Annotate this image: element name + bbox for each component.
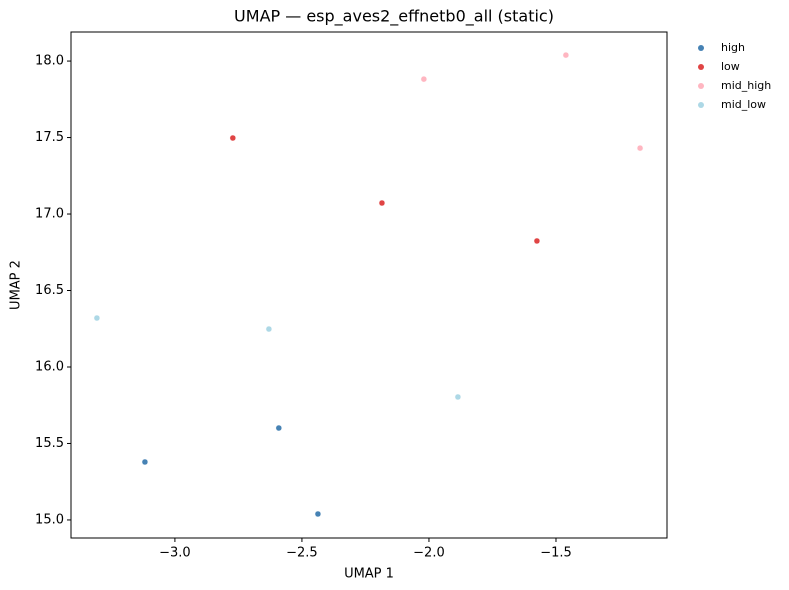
point: [378, 199, 386, 207]
legend-marker: [698, 64, 704, 70]
chart-title: UMAP — esp_aves2_effnetb0_all (static): [234, 7, 554, 27]
point: [275, 424, 283, 432]
y-tick-label: 15.5: [35, 436, 64, 451]
legend-label: mid_high: [721, 79, 771, 92]
x-tick-label: −2.5: [286, 546, 318, 561]
legend-label: low: [721, 60, 740, 73]
y-tick-label: 17.0: [35, 207, 64, 222]
x-tick-label: −3.0: [159, 546, 191, 561]
point: [93, 314, 101, 322]
point: [562, 51, 570, 59]
legend-label: high: [721, 41, 745, 54]
point: [229, 134, 237, 142]
x-tick-label: −2.0: [413, 546, 445, 561]
legend-label: mid_low: [721, 98, 766, 111]
y-tick-label: 18.0: [35, 54, 64, 69]
y-axis-label: UMAP 2: [9, 260, 24, 310]
y-tick-label: 17.5: [35, 130, 64, 145]
point: [420, 75, 428, 83]
x-axis-label: UMAP 1: [344, 567, 394, 582]
point: [636, 144, 644, 152]
point: [265, 325, 273, 333]
y-tick-label: 16.5: [35, 283, 64, 298]
y-tick-label: 15.0: [35, 512, 64, 527]
point: [533, 237, 541, 245]
legend-marker: [698, 83, 704, 89]
plot-frame: [70, 31, 668, 539]
y-tick-label: 16.0: [35, 359, 64, 374]
x-tick-label: −1.5: [540, 546, 572, 561]
point: [454, 393, 462, 401]
legend-marker: [698, 45, 704, 51]
point: [141, 458, 149, 466]
point: [314, 510, 322, 518]
legend-marker: [698, 102, 704, 108]
